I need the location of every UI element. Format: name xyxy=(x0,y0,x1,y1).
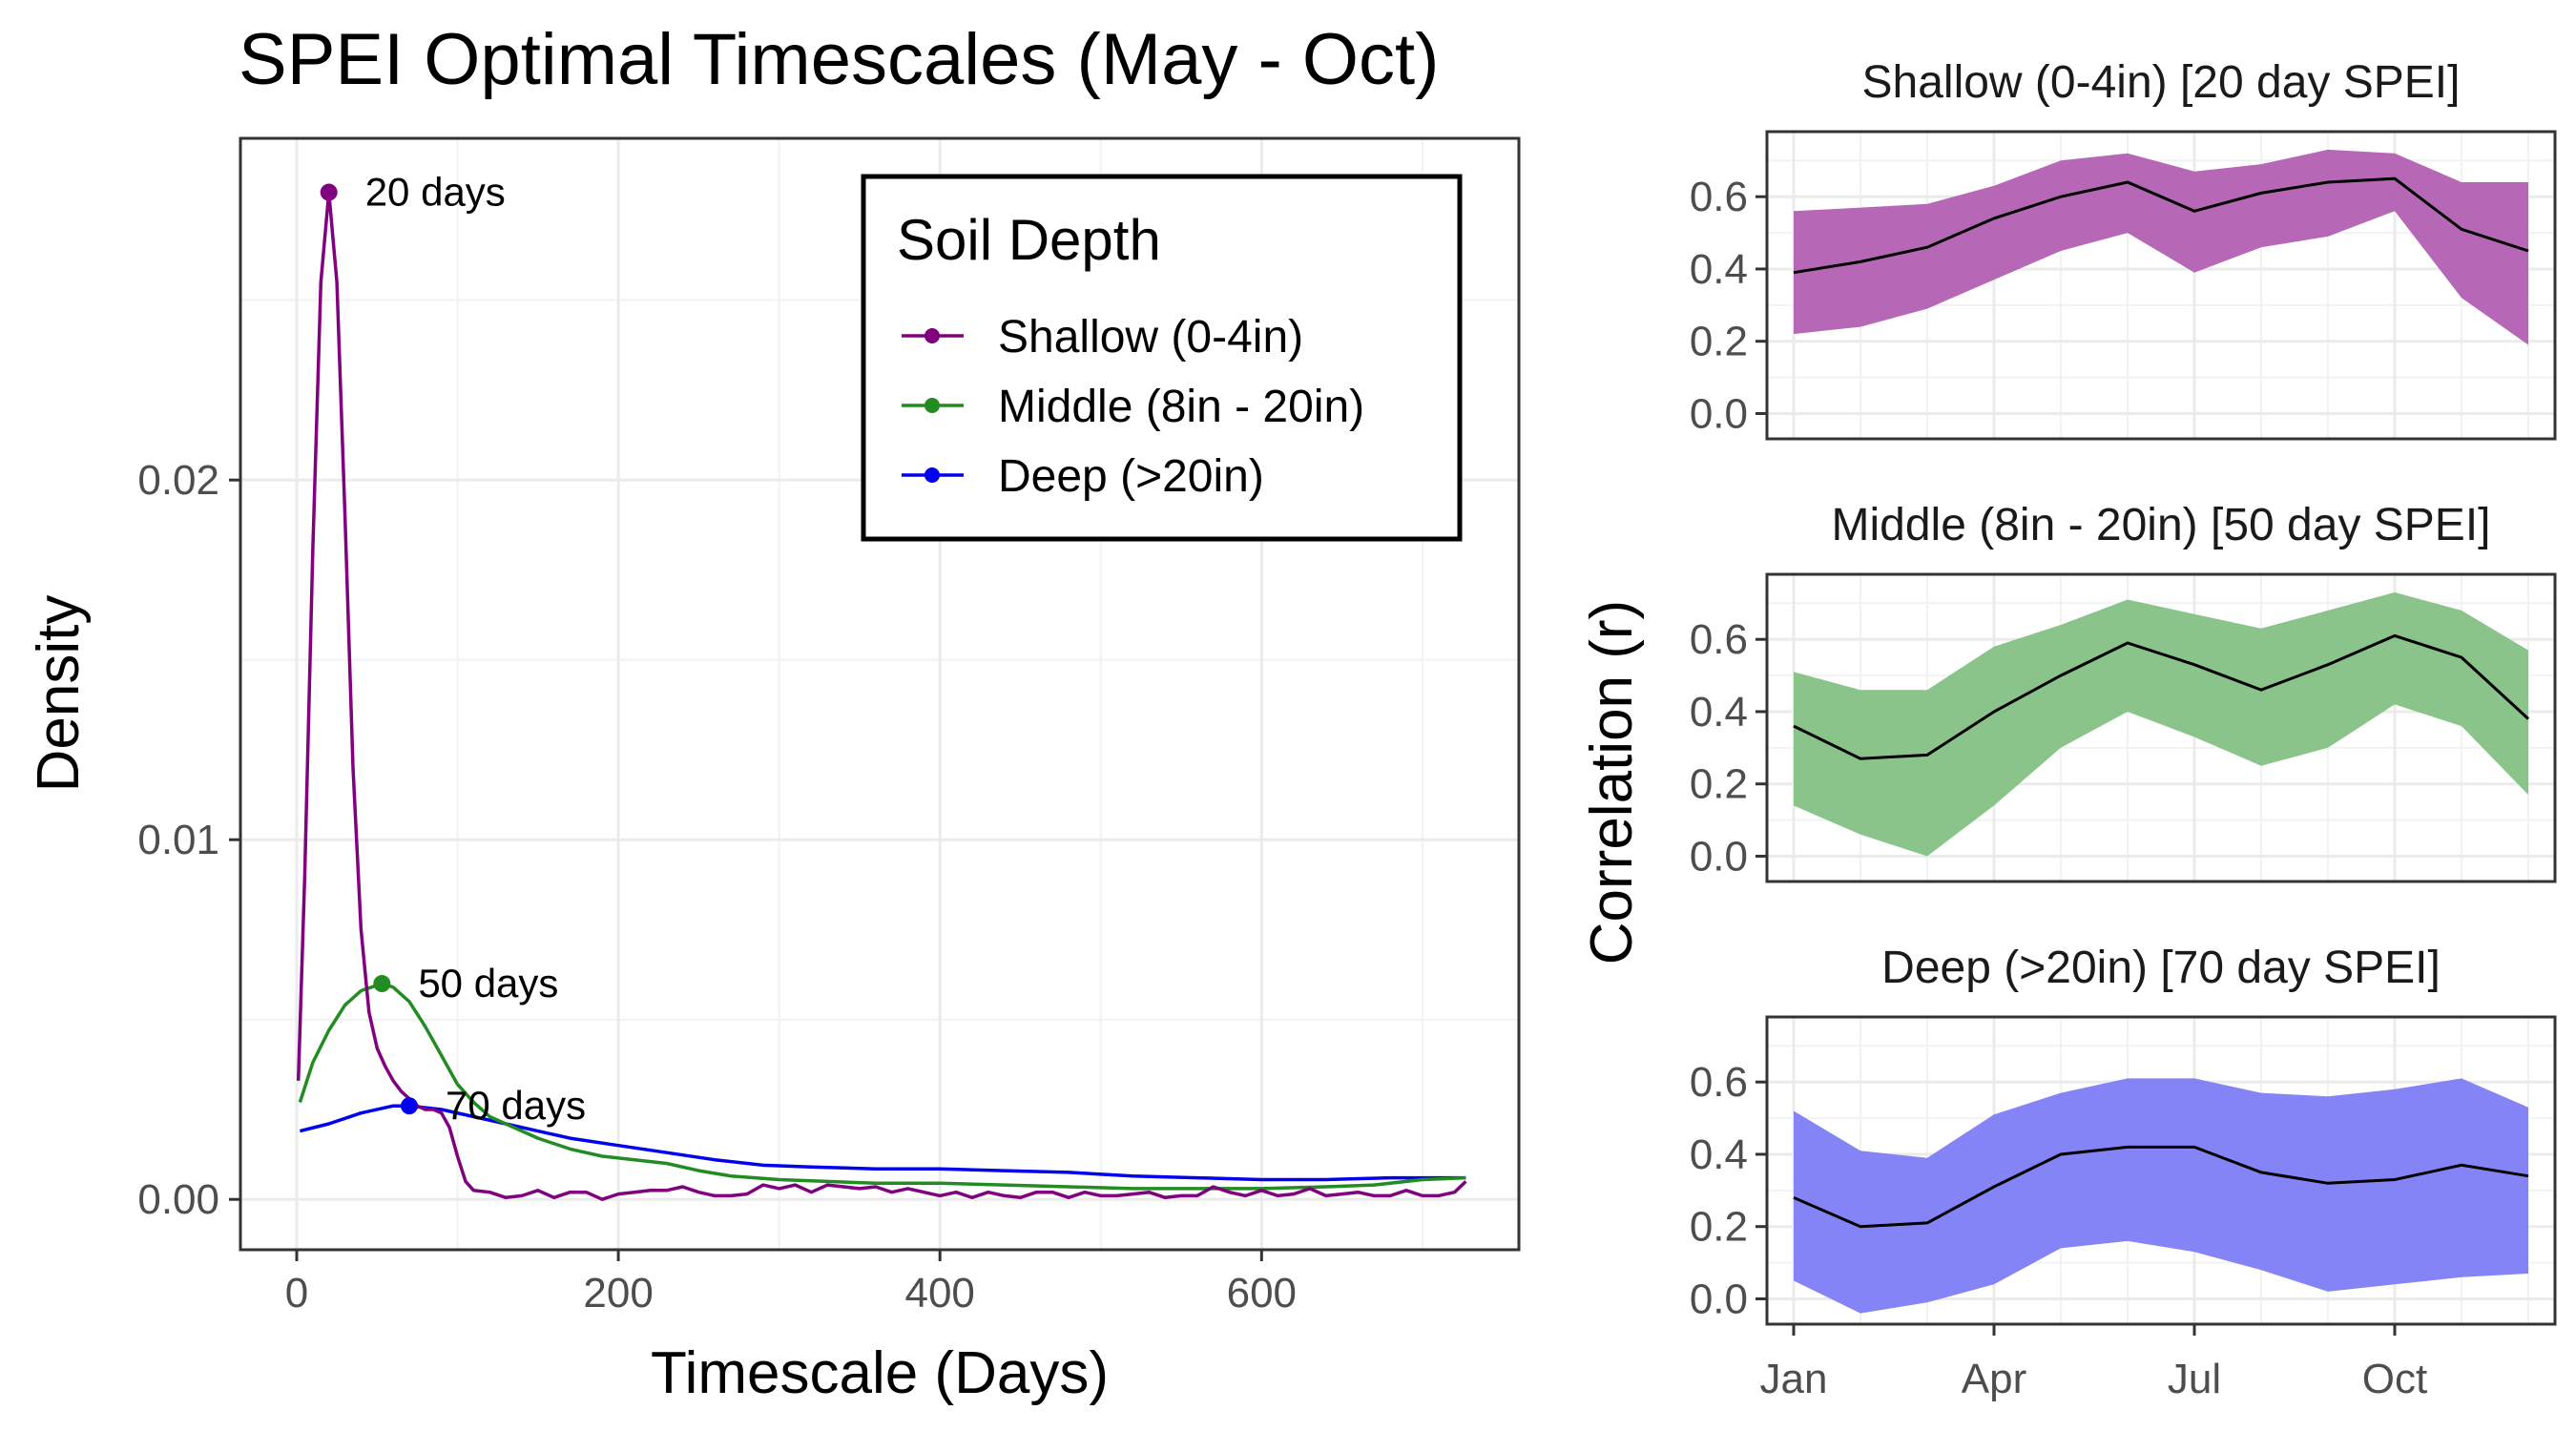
legend-title: Soil Depth xyxy=(897,208,1161,272)
facet-y-tick-label: 0.0 xyxy=(1690,833,1748,880)
facet-middle-title: Middle (8in - 20in) [50 day SPEI] xyxy=(1831,500,2490,550)
legend-label-0: Shallow (0-4in) xyxy=(998,312,1303,363)
main-x-axis: 0 200 400 600 xyxy=(285,1250,1297,1317)
legend-entries: Shallow (0-4in) Middle (8in - 20in) Deep (… xyxy=(902,312,1364,502)
facet-shallow: Shallow (0-4in) [20 day SPEI] 0.0 0.2 0.4 0… xyxy=(1690,57,2557,441)
main-y-tick-label: 0.01 xyxy=(137,817,219,863)
main-plot-border xyxy=(239,136,1521,1252)
facet-x-axis: Jan Apr Jul Oct xyxy=(1760,1324,2427,1402)
main-y-tick-label: 0.02 xyxy=(137,457,219,504)
facet-y-tick-label: 0.2 xyxy=(1690,319,1748,365)
main-x-tick-label: 200 xyxy=(583,1270,653,1317)
facet-deep: Deep (>20in) [70 day SPEI] 0.0 0.2 0.4 0.6 xyxy=(1690,943,2557,1326)
facet-y-tick-label: 0.0 xyxy=(1690,390,1748,437)
main-y-axis-title: Density xyxy=(26,595,92,793)
facet-y-tick-label: 0.2 xyxy=(1690,761,1748,808)
main-x-axis-title: Timescale (Days) xyxy=(651,1340,1109,1406)
main-y-tick-label: 0.00 xyxy=(137,1176,219,1223)
facet-mean-line xyxy=(1793,1145,2529,1229)
legend: Soil Depth Shallow (0-4in) Middle (8in - … xyxy=(861,174,1463,542)
facet-y-tick-label: 0.0 xyxy=(1690,1275,1748,1322)
facet-y-axis-title: Correlation (r) xyxy=(1579,600,1645,964)
peak-label-2: 70 days xyxy=(446,1083,586,1128)
peak-marker-2 xyxy=(400,1097,418,1115)
legend-key-dot-1 xyxy=(924,398,940,413)
main-x-tick-label: 0 xyxy=(285,1270,308,1317)
main-x-tick-label: 600 xyxy=(1227,1270,1297,1317)
facet-mean-line xyxy=(1793,176,2529,275)
facet-charts: Correlation (r) Shallow (0-4in) [20 day … xyxy=(1579,57,2557,1402)
facet-x-tick-label: Oct xyxy=(2362,1356,2427,1402)
main-x-tick-label: 400 xyxy=(904,1270,974,1317)
legend-label-2: Deep (>20in) xyxy=(998,451,1264,502)
peak-marker-0 xyxy=(320,183,338,201)
legend-key-dot-2 xyxy=(924,467,940,483)
peak-marker-1 xyxy=(373,975,391,993)
main-chart-title: SPEI Optimal Timescales (May - Oct) xyxy=(239,19,1439,100)
legend-key-dot-0 xyxy=(924,328,940,343)
facet-border xyxy=(1765,572,2557,883)
facet-border xyxy=(1765,1015,2557,1326)
facet-y-tick-label: 0.4 xyxy=(1690,689,1748,736)
facet-y-tick-label: 0.2 xyxy=(1690,1204,1748,1251)
main-peak-markers: 20 days 50 days 70 days xyxy=(320,170,586,1128)
facet-y-tick-label: 0.4 xyxy=(1690,1131,1748,1178)
main-y-axis: 0.00 0.01 0.02 xyxy=(137,457,240,1223)
facet-y-tick-label: 0.6 xyxy=(1690,616,1748,663)
facet-y-tick-label: 0.6 xyxy=(1690,1059,1748,1106)
peak-label-0: 20 days xyxy=(365,170,506,215)
facet-middle: Middle (8in - 20in) [50 day SPEI] 0.0 0.2… xyxy=(1690,500,2557,883)
facet-border xyxy=(1765,130,2557,441)
facet-x-tick-label: Jan xyxy=(1760,1356,1828,1402)
facet-y-tick-label: 0.6 xyxy=(1690,174,1748,220)
main-chart: SPEI Optimal Timescales (May - Oct) 20 d… xyxy=(26,19,1521,1406)
facet-ribbon xyxy=(1794,1078,2528,1314)
legend-box xyxy=(861,174,1463,542)
facet-shallow-title: Shallow (0-4in) [20 day SPEI] xyxy=(1862,57,2461,108)
facet-mean-line xyxy=(1793,633,2530,760)
facet-x-tick-label: Jul xyxy=(2168,1356,2221,1402)
facet-deep-title: Deep (>20in) [70 day SPEI] xyxy=(1881,943,2441,993)
facet-y-tick-label: 0.4 xyxy=(1690,246,1748,293)
peak-label-1: 50 days xyxy=(418,961,558,1006)
legend-label-1: Middle (8in - 20in) xyxy=(998,382,1364,432)
facet-ribbon xyxy=(1794,149,2528,345)
facet-x-tick-label: Apr xyxy=(1962,1356,2026,1402)
